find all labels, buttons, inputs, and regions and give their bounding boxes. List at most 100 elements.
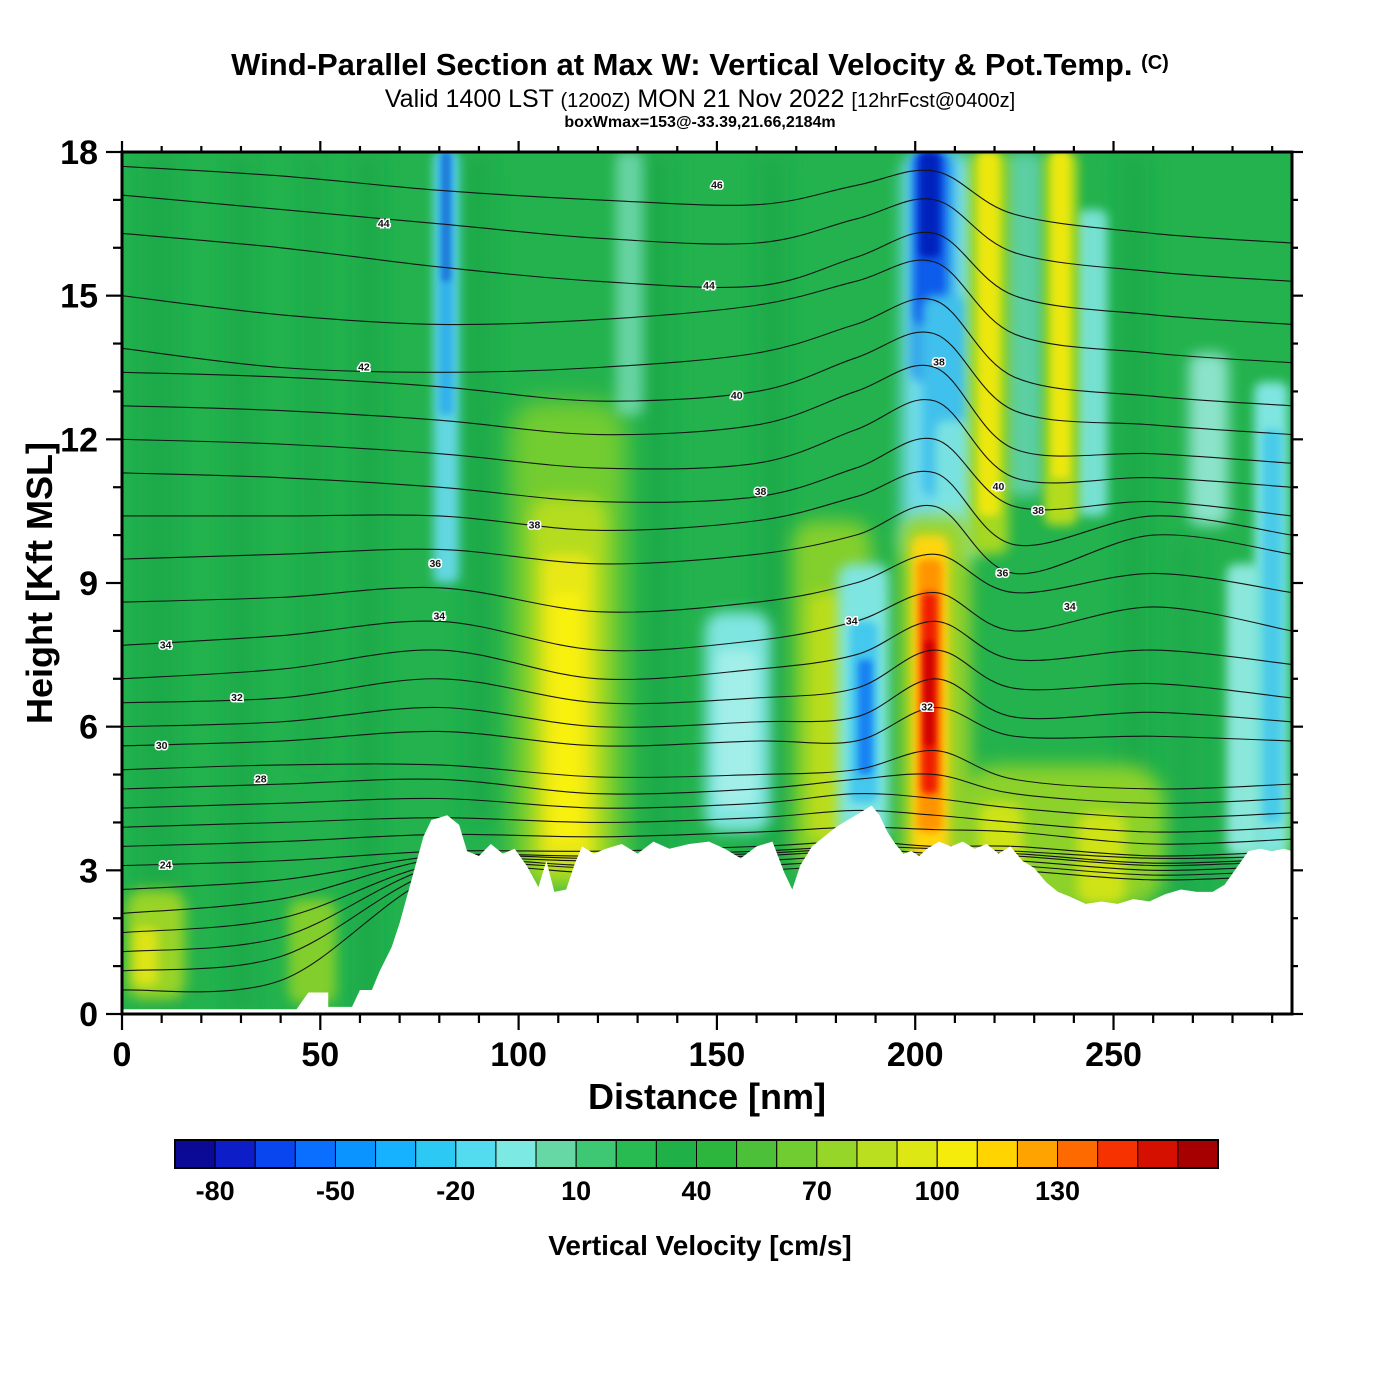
isentrope-33 <box>122 620 1292 681</box>
colorbar-tick-label: 130 <box>1035 1176 1080 1206</box>
velocity-feature <box>858 659 873 775</box>
isentrope-26 <box>122 809 1292 833</box>
x-tick-label: 0 <box>113 1036 132 1074</box>
colorbar-frame <box>174 1139 1219 1169</box>
colorbar-segment <box>856 1139 898 1169</box>
isentrope-34 <box>122 592 1292 652</box>
y-tick-label: 18 <box>60 134 98 172</box>
isentrope-label: 44 <box>703 280 715 292</box>
isentrope-label: 36 <box>997 567 1009 579</box>
isentrope-label: 38 <box>755 486 767 498</box>
isentrope-label: 46 <box>711 180 723 192</box>
colorbar-tick-label: 40 <box>681 1176 711 1206</box>
velocity-feature <box>924 640 934 746</box>
colorbar-segment <box>375 1139 417 1169</box>
isentrope-42 <box>122 298 1292 407</box>
velocity-feature <box>1052 152 1070 478</box>
y-axis-label: Height [Kft MSL] <box>19 442 60 724</box>
isentrope-45 <box>122 194 1292 282</box>
colorbar-segment <box>1016 1139 1059 1169</box>
colorbar-segment <box>1097 1139 1139 1169</box>
x-tick-labels: 0 50 100 150 200 250 <box>113 1036 1142 1074</box>
isentrope-25 <box>122 826 1292 847</box>
isentrope-35 <box>122 553 1292 613</box>
velocity-feature <box>225 152 257 1014</box>
isentrope-29 <box>122 750 1292 790</box>
isentrope-labels: 44 46 44 42 40 38 38 36 34 38 40 38 36 34 34 32 32 30 34 28… <box>154 178 1077 873</box>
isentrope-label: 42 <box>358 362 370 374</box>
isentrope-label: 34 <box>846 615 858 627</box>
colorbar-tick-label: -20 <box>436 1176 475 1206</box>
forecast-tag: [12hrFcst@0400z] <box>851 89 1016 112</box>
colorbar-segment <box>415 1139 457 1169</box>
colorbar-segment <box>535 1139 577 1169</box>
zulu-time: (1200Z) <box>560 89 631 112</box>
isentrope-32 <box>122 649 1292 705</box>
colorbar-segment <box>294 1139 336 1169</box>
velocity-feature <box>716 650 757 809</box>
isentrope-30 <box>122 706 1292 747</box>
isentrope-label: 28 <box>255 773 267 785</box>
velocity-feature <box>441 152 451 282</box>
isentrope-label: 44 <box>378 218 390 230</box>
colorbar-segment <box>455 1139 497 1169</box>
velocity-feature <box>1004 152 1045 497</box>
colorbar-segment <box>776 1139 818 1169</box>
velocity-feature <box>463 152 495 823</box>
y-tick-label: 15 <box>60 278 98 316</box>
colorbar-segment <box>214 1139 256 1169</box>
colorbar-label: Vertical Velocity [cm/s] <box>548 1230 852 1261</box>
isentrope-label: 34 <box>433 611 445 623</box>
colorbar-tick-label: 70 <box>802 1176 832 1206</box>
colorbar-tick-label: -80 <box>196 1176 235 1206</box>
colorbar-segment <box>1057 1139 1099 1169</box>
x-tick-label: 100 <box>490 1036 547 1074</box>
velocity-feature <box>1075 209 1108 516</box>
isentrope-38 <box>122 437 1292 517</box>
valid-time: Valid 1400 LST <box>384 84 554 113</box>
colorbar-segment <box>334 1139 377 1169</box>
colorbar-segment <box>896 1139 938 1169</box>
isentrope-contours <box>122 165 1292 993</box>
isentrope-label: 34 <box>160 639 172 651</box>
colorbar-segment <box>1137 1139 1179 1169</box>
y-tick-label: 9 <box>79 565 98 603</box>
colorbar-segment <box>936 1139 978 1169</box>
colorbar-tick-label: -50 <box>316 1176 355 1206</box>
isentrope-28 <box>122 773 1292 804</box>
colorbar-segment <box>615 1139 657 1169</box>
wmax-annotation: boxWmax=153@-33.39,21.66,2184m <box>564 113 836 131</box>
velocity-feature <box>300 152 325 775</box>
velocity-feature <box>1188 353 1229 526</box>
velocity-feature <box>919 152 940 258</box>
velocity-feature <box>133 927 158 986</box>
x-tick-label: 250 <box>1085 1036 1142 1074</box>
velocity-feature <box>352 152 384 1014</box>
isentrope-40 <box>122 364 1292 464</box>
x-axis-label: Distance [nm] <box>587 1076 827 1117</box>
x-tick-label: 200 <box>887 1036 944 1074</box>
isentrope-label: 40 <box>993 481 1005 493</box>
colorbar-segment <box>1177 1139 1219 1169</box>
isentrope-label: 38 <box>933 357 945 369</box>
isentrope-label: 34 <box>1064 601 1076 613</box>
colorbar-segment <box>655 1139 698 1169</box>
axis-ticks <box>106 141 1303 1030</box>
colorbar-segment <box>575 1139 617 1169</box>
colorbar-segment <box>696 1139 738 1169</box>
isentrope-label: 32 <box>231 692 243 704</box>
isentrope-label: 36 <box>429 558 441 570</box>
isentrope-label: 38 <box>1032 505 1044 517</box>
colorbar-segment <box>736 1139 778 1169</box>
y-tick-label: 6 <box>79 709 98 747</box>
valid-date: MON 21 Nov 2022 <box>637 84 845 113</box>
isentrope-31 <box>122 678 1292 728</box>
y-tick-label: 12 <box>60 421 98 459</box>
colorbar-segment <box>495 1139 537 1169</box>
title-unit: (C) <box>1141 52 1169 74</box>
isentrope-37 <box>122 470 1292 547</box>
velocity-feature <box>1165 535 1205 919</box>
x-tick-label: 50 <box>301 1036 339 1074</box>
